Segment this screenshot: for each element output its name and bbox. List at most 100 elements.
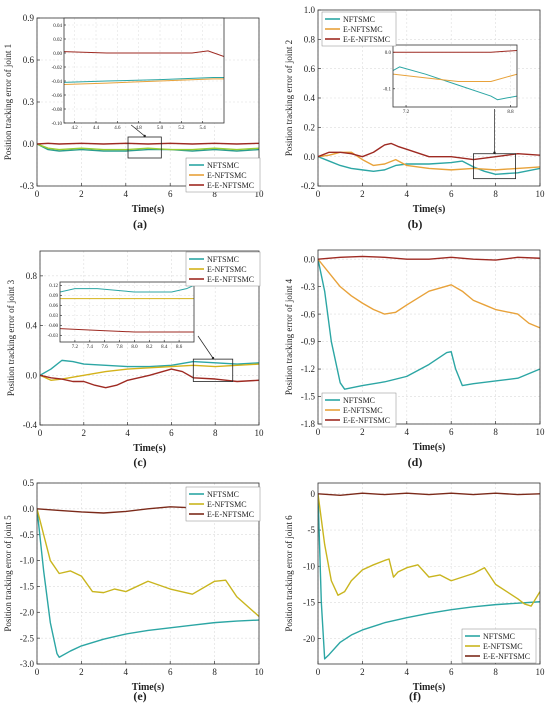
series-line-e-e-nftsmc: [318, 142, 540, 161]
x-tick-label: 10: [536, 427, 546, 437]
y-tick-label: -5: [308, 525, 316, 535]
y-tick-label: -0.9: [301, 337, 316, 347]
x-tick-label: 4.6: [114, 126, 121, 131]
legend-label: E-E-NFTSMC: [343, 416, 390, 425]
series-line-e-e-nftsmc: [393, 49, 517, 53]
y-tick-label: -0.3: [20, 181, 35, 191]
y-tick-label: 0.4: [26, 321, 38, 331]
x-tick-label: 0: [35, 667, 40, 677]
y-tick-label: 0.8: [304, 34, 316, 44]
series-line-e-e-nftsmc: [318, 492, 540, 497]
x-tick-label: 10: [536, 189, 546, 199]
plot-frame: [39, 250, 260, 426]
y-tick-label: -1.0: [20, 556, 35, 566]
x-tick-label: 10: [255, 667, 265, 677]
zoom-arrow-head: [143, 134, 146, 138]
series-line-nftsmc: [393, 66, 517, 101]
zoom-arrow-head: [211, 356, 215, 360]
series-line-nftsmc: [318, 156, 540, 175]
x-tick-label: 6: [169, 428, 174, 438]
x-tick-label: 8.0: [131, 345, 138, 350]
x-tick-label: 8: [212, 189, 217, 199]
legend-label: E-E-NFTSMC: [483, 652, 530, 661]
x-tick-label: 4: [124, 189, 129, 199]
chart-panel-1: -0.3 0.0 0.3 0.6 0.9 0 2 4 6 8 10 Time(s) Position t…: [3, 13, 264, 231]
x-tick-label: 8.2: [146, 345, 153, 350]
x-tick-label: 0: [38, 428, 43, 438]
series-line-nftsmc: [37, 508, 259, 658]
x-tick-label: 2: [360, 427, 365, 437]
inset-frame: [59, 281, 195, 343]
legend-label: E-E-NFTSMC: [207, 181, 254, 190]
x-tick-label: 6: [449, 667, 454, 677]
x-tick-label: 8.8: [507, 110, 514, 115]
y-tick-label: -3.0: [20, 659, 35, 669]
y-tick-label: 0.09: [49, 294, 58, 299]
inset-plot: 0.04 0.02 0.00 -0.02 -0.04 -0.06 -0.08 -0.10 4.2…: [52, 17, 225, 131]
x-tick-label: 2: [79, 189, 84, 199]
series-line-nftsmc: [318, 493, 540, 660]
y-tick-label: -1.5: [301, 392, 316, 402]
y-tick-label: 1.0: [304, 5, 316, 15]
plot-frame: [317, 9, 541, 187]
y-tick-label: -0.3: [301, 282, 316, 292]
plot-frame: [317, 249, 541, 425]
legend-label: E-NFTSMC: [343, 406, 383, 415]
panel-label: (d): [408, 455, 423, 469]
zoom-arrow: [197, 335, 214, 359]
x-tick-label: 8.4: [161, 345, 168, 350]
y-tick-label: 0.8: [26, 271, 38, 281]
y-tick-label: -10: [303, 561, 315, 571]
chart-panel-5: 0.5 0.0 -0.5 -1.0 -1.5 -2.0 -2.5 -3.00 2 4 6 8 10 Tim…: [3, 478, 264, 703]
y-axis-label: Position tracking error of joint 5: [3, 515, 13, 632]
series-line-e-nftsmc: [37, 508, 259, 617]
x-tick-label: 8.6: [176, 345, 183, 350]
y-axis-label: Position tracking error of joint 6: [284, 515, 294, 632]
y-tick-label: 0.0: [26, 370, 38, 380]
x-tick-label: 7.2: [72, 345, 79, 350]
y-tick-label: -1.8: [301, 419, 316, 429]
x-tick-label: 4: [124, 667, 129, 677]
y-tick-label: 0.00: [53, 52, 62, 57]
series-line-e-nftsmc: [37, 143, 259, 151]
x-tick-label: 10: [255, 428, 265, 438]
series-group: [393, 49, 517, 101]
y-tick-label: 0.0: [385, 51, 392, 56]
x-tick-label: 4: [405, 427, 410, 437]
panel-label: (c): [133, 455, 146, 469]
series-line-e-e-nftsmc: [318, 255, 540, 261]
x-tick-label: 0: [35, 189, 40, 199]
chart-panel-4: 0.0 -0.3 -0.6 -0.9 -1.2 -1.5 -1.80 2 4 6 8 10 Time(s…: [284, 249, 546, 469]
y-tick-label: -0.4: [23, 420, 38, 430]
legend-label: E-NFTSMC: [343, 25, 383, 34]
series-line-e-e-nftsmc: [64, 50, 224, 57]
legend-label: E-NFTSMC: [483, 642, 523, 651]
x-tick-label: 8: [493, 427, 498, 437]
x-axis-label: Time(s): [132, 682, 165, 693]
plot-frame: [36, 482, 260, 665]
y-tick-label: -0.6: [301, 309, 316, 319]
plot-frame: [317, 482, 541, 665]
y-tick-label: 0.5: [23, 478, 35, 488]
series-line-e-e-nftsmc: [37, 142, 259, 145]
series-line-e-e-nftsmc: [60, 328, 194, 333]
x-tick-label: 2: [360, 667, 365, 677]
y-tick-label: -0.08: [52, 108, 63, 113]
x-tick-label: 6: [449, 427, 454, 437]
x-tick-label: 5.4: [200, 126, 207, 131]
x-tick-label: 6: [168, 189, 173, 199]
series-line-e-nftsmc: [318, 258, 540, 329]
x-tick-label: 4.2: [72, 126, 79, 131]
series-line-e-nftsmc: [393, 73, 517, 82]
x-tick-label: 2: [79, 667, 84, 677]
inset-plot: 0.12 0.09 0.06 0.03 0.00 -0.03 7.2 7.4 7.6 7.8 8.0…: [48, 281, 195, 350]
x-axis-label: Time(s): [133, 443, 166, 454]
x-axis-label: Time(s): [132, 204, 165, 215]
y-tick-label: -0.02: [52, 66, 63, 71]
y-tick-label: 0.0: [23, 504, 35, 514]
x-tick-label: 2: [360, 189, 365, 199]
y-tick-label: -0.1: [383, 88, 391, 93]
